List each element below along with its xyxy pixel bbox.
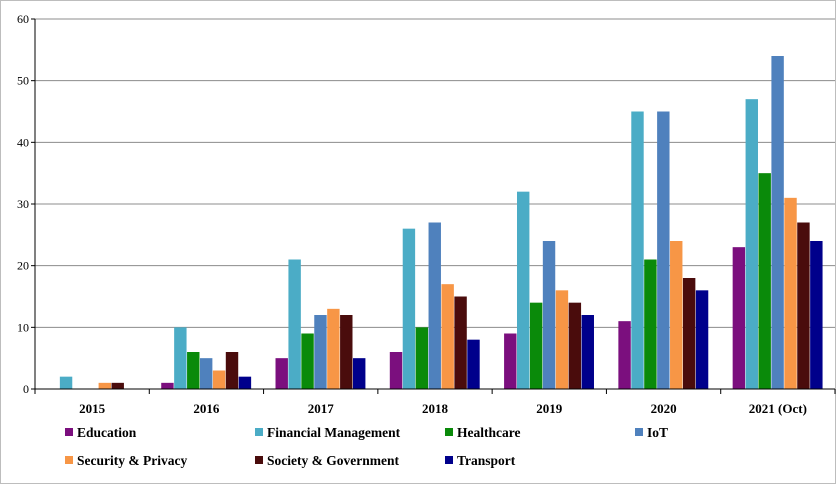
bar-security-privacy-2019 (555, 290, 569, 389)
bar-education-2020 (618, 321, 631, 389)
bar-society-government-2015 (111, 382, 124, 389)
y-tick-label: 0 (23, 382, 29, 396)
legend-label: Education (77, 425, 137, 440)
bar-iot-2021-oct (771, 56, 784, 389)
y-axis-ticks: 0 10 20 30 40 50 60 (17, 12, 35, 396)
bar-society-government-2017 (340, 315, 353, 389)
bar-financial-management-2019 (517, 191, 530, 389)
legend-swatch (445, 428, 453, 436)
bar-security-privacy-2017 (327, 308, 340, 389)
bar-education-2018 (389, 352, 403, 389)
y-tick-label: 20 (17, 259, 29, 273)
bar-financial-management-2018 (402, 228, 416, 389)
bar-society-government-2021-oct (797, 222, 810, 389)
legend-label: Society & Government (267, 453, 399, 468)
bar-healthcare-2018 (415, 327, 429, 389)
legend-swatch (65, 428, 73, 436)
legend-swatch (65, 456, 73, 464)
x-category-label: 2021 (Oct) (749, 401, 807, 416)
legend-swatch (255, 456, 263, 464)
bar-society-government-2019 (568, 302, 582, 389)
bar-iot-2019 (542, 241, 556, 389)
legend-item-education: Education (65, 425, 137, 440)
x-axis-categories: 2015 2016 2017 2018 2019 2020 2021 (Oct) (79, 401, 807, 416)
bar-transport-2017 (353, 358, 366, 389)
legend-label: Security & Privacy (77, 453, 187, 468)
bar-transport-2021-oct (810, 241, 823, 389)
legend-item-security-privacy: Security & Privacy (65, 453, 187, 468)
bar-security-privacy-2021-oct (784, 197, 797, 389)
bar-healthcare-2017 (301, 333, 314, 389)
x-category-label: 2020 (651, 401, 677, 416)
bar-education-2021-oct (732, 247, 746, 389)
bars (59, 56, 823, 390)
bar-healthcare-2021-oct (758, 173, 771, 389)
bar-financial-management-2021-oct (745, 99, 758, 390)
bar-transport-2020 (695, 290, 709, 389)
bar-education-2019 (504, 333, 517, 389)
x-category-label: 2018 (422, 401, 449, 416)
bar-security-privacy-2015 (98, 382, 112, 389)
bar-society-government-2020 (682, 278, 696, 389)
x-category-label: 2019 (536, 401, 563, 416)
bar-society-government-2016 (225, 352, 239, 389)
legend-swatch (445, 456, 453, 464)
x-category-label: 2017 (308, 401, 335, 416)
bar-transport-2016 (238, 376, 252, 389)
legend-item-transport: Transport (445, 453, 516, 468)
legend: Education Financial Management Healthcare I… (65, 425, 668, 468)
y-tick-label: 60 (17, 12, 29, 26)
y-tick-label: 10 (17, 320, 29, 334)
x-category-label: 2016 (193, 401, 220, 416)
bar-transport-2019 (581, 315, 594, 389)
legend-label: IoT (647, 425, 668, 440)
bar-security-privacy-2018 (441, 284, 454, 389)
x-category-label: 2015 (79, 401, 106, 416)
legend-label: Financial Management (267, 425, 401, 440)
bar-healthcare-2020 (644, 259, 657, 389)
legend-item-financial-management: Financial Management (255, 425, 401, 440)
bar-education-2016 (161, 382, 174, 389)
bar-financial-management-2020 (631, 111, 644, 389)
legend-label: Healthcare (457, 425, 520, 440)
y-tick-label: 30 (17, 197, 29, 211)
legend-item-society-government: Society & Government (255, 453, 399, 468)
legend-swatch (255, 428, 263, 436)
legend-item-healthcare: Healthcare (445, 425, 520, 440)
bar-iot-2017 (314, 315, 327, 389)
bar-healthcare-2016 (187, 352, 200, 389)
bar-financial-management-2015 (59, 376, 73, 389)
bar-society-government-2018 (454, 296, 467, 389)
bar-financial-management-2016 (174, 327, 187, 389)
bar-financial-management-2017 (288, 259, 301, 389)
bar-healthcare-2019 (529, 302, 543, 389)
y-tick-label: 40 (17, 135, 29, 149)
bar-education-2017 (275, 358, 288, 389)
legend-swatch (635, 428, 643, 436)
bar-transport-2018 (467, 339, 480, 389)
legend-label: Transport (457, 453, 516, 468)
bar-iot-2016 (199, 358, 213, 389)
bar-iot-2018 (428, 222, 441, 389)
bar-iot-2020 (657, 111, 670, 389)
legend-item-iot: IoT (635, 425, 668, 440)
bar-security-privacy-2020 (670, 241, 683, 389)
y-tick-label: 50 (17, 74, 29, 88)
bar-security-privacy-2016 (212, 370, 226, 389)
